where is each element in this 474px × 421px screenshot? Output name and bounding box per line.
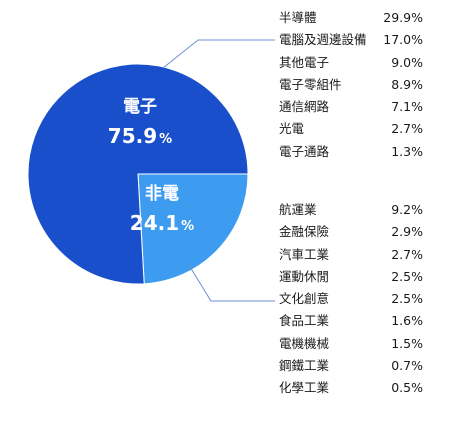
slice-name-label: 電子 [123, 97, 157, 117]
breakdown-value: 2.5% [391, 291, 423, 307]
breakdown-value: 0.5% [391, 380, 423, 396]
breakdown-label: 食品工業 [279, 313, 330, 329]
pie-slice-electronics [27, 63, 249, 285]
slice-value-label: 75.9% [108, 124, 172, 148]
breakdown-row: 通信網路 7.1% [279, 96, 423, 118]
breakdown-row: 文化創意 2.5% [279, 288, 423, 310]
breakdown-label: 光電 [279, 121, 305, 137]
breakdown-label: 金融保險 [279, 224, 330, 240]
breakdown-label: 文化創意 [279, 291, 330, 307]
pie-slice-non-electronics [137, 173, 249, 285]
breakdown-row: 鋼鐵工業 0.7% [279, 355, 423, 377]
breakdown-value: 2.5% [391, 268, 423, 284]
breakdown-label: 電子零組件 [279, 76, 342, 92]
breakdown-label: 電子通路 [279, 143, 330, 159]
breakdown-row: 電腦及週邊設備 17.0% [279, 29, 423, 51]
breakdown-label: 化學工業 [279, 380, 330, 396]
breakdown-row: 食品工業 1.6% [279, 310, 423, 332]
breakdown-value: 9.0% [391, 54, 423, 70]
non-electronics-breakdown-list: 航運業 9.2% 金融保險 2.9% 汽車工業 2.7% 運動休閒 2.5% 文化創意 2.5% 食… [279, 199, 423, 400]
electronics-leader-line [162, 39, 275, 69]
breakdown-label: 電腦及週邊設備 [279, 32, 367, 48]
slice-name-label: 非電 [145, 183, 179, 204]
breakdown-value: 7.1% [391, 99, 423, 115]
breakdown-row: 化學工業 0.5% [279, 377, 423, 399]
breakdown-value: 2.9% [391, 224, 423, 240]
breakdown-label: 汽車工業 [279, 246, 330, 262]
breakdown-label: 航運業 [279, 202, 317, 217]
breakdown-value: 8.9% [391, 76, 423, 92]
breakdown-value: 1.6% [391, 313, 423, 329]
breakdown-label: 電機機械 [279, 335, 330, 351]
breakdown-row: 航運業 9.2% [279, 199, 423, 221]
breakdown-row: 電子零組件 8.9% [279, 74, 423, 96]
breakdown-value: 29.9% [383, 10, 423, 25]
breakdown-row: 運動休閒 2.5% [279, 266, 423, 288]
breakdown-row: 光電 2.7% [279, 118, 423, 140]
breakdown-label: 其他電子 [279, 54, 330, 70]
breakdown-value: 2.7% [391, 121, 423, 137]
breakdown-value: 2.7% [391, 246, 423, 262]
breakdown-value: 17.0% [383, 32, 423, 48]
non-electronics-leader-line [186, 261, 275, 302]
breakdown-label: 通信網路 [279, 99, 330, 115]
breakdown-row: 汽車工業 2.7% [279, 244, 423, 266]
breakdown-row: 半導體 29.9% [279, 7, 423, 29]
breakdown-value: 0.7% [391, 358, 423, 374]
slice-value-label: 24.1% [130, 211, 194, 235]
breakdown-row: 電子通路 1.3% [279, 141, 423, 163]
breakdown-label: 半導體 [279, 10, 317, 25]
breakdown-value: 9.2% [391, 202, 423, 217]
breakdown-row: 電機機械 1.5% [279, 333, 423, 355]
electronics-breakdown-list: 半導體 29.9% 電腦及週邊設備 17.0% 其他電子 9.0% 電子零組件 8.9% 通信網… [279, 7, 423, 163]
breakdown-row: 其他電子 9.0% [279, 52, 423, 74]
breakdown-label: 運動休閒 [279, 268, 330, 284]
breakdown-value: 1.5% [391, 335, 423, 351]
breakdown-label: 鋼鐵工業 [279, 358, 330, 374]
breakdown-value: 1.3% [391, 143, 423, 159]
breakdown-row: 金融保險 2.9% [279, 221, 423, 243]
